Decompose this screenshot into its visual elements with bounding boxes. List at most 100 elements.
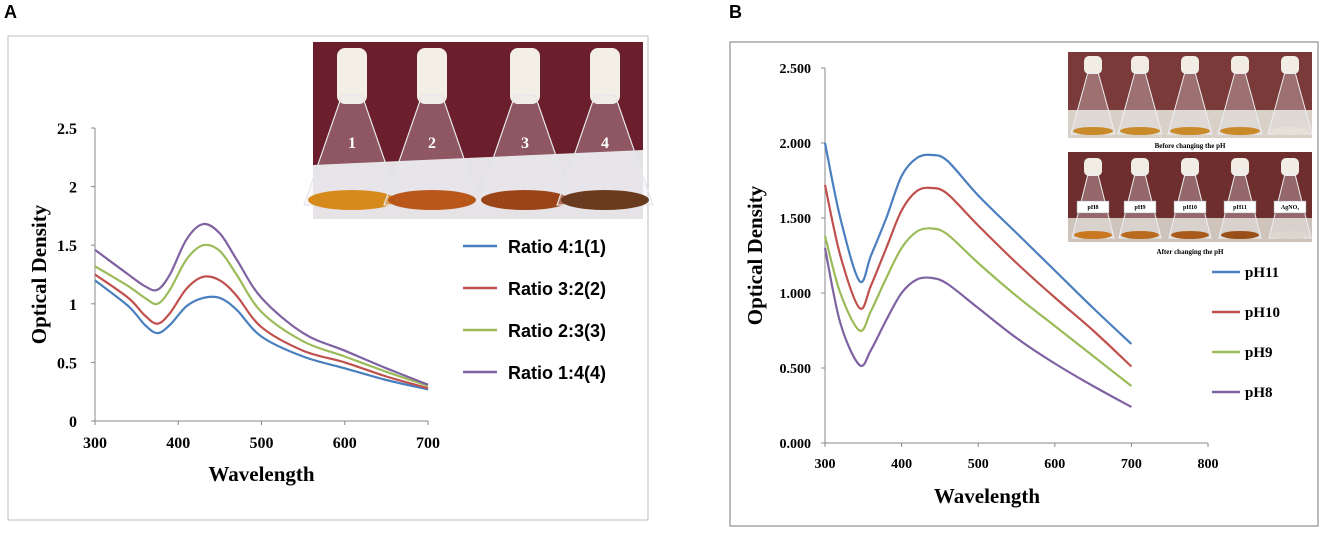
flask-number: 2 bbox=[428, 135, 436, 152]
flask-liquid bbox=[1220, 127, 1260, 135]
legend-label: Ratio 1:4(4) bbox=[508, 363, 606, 383]
cotton-plug bbox=[1131, 158, 1149, 176]
cotton-plug bbox=[1084, 56, 1102, 74]
flask-liquid bbox=[1121, 231, 1159, 239]
flask-liquid bbox=[1171, 231, 1209, 239]
flask bbox=[1117, 71, 1163, 135]
chart-b: 0.000 0.500 1.000 1.500 2.000 2.500 300 400 500 6… bbox=[743, 62, 1280, 508]
y-tick-label: 1.000 bbox=[780, 287, 812, 302]
flask-liquid bbox=[1073, 127, 1113, 135]
y-tick-label: 2.500 bbox=[780, 62, 812, 77]
y-axis-title: Optical Density bbox=[743, 185, 767, 325]
legend-label: pH11 bbox=[1245, 265, 1279, 281]
y-tick-label: 2.5 bbox=[57, 121, 77, 138]
inset-b-bottom-caption: After changing the pH bbox=[1157, 248, 1225, 256]
flask-liquid bbox=[388, 190, 476, 210]
flask bbox=[1217, 71, 1263, 135]
flask-liquid bbox=[308, 190, 396, 210]
cotton-plug bbox=[590, 48, 620, 104]
flask-number: 3 bbox=[521, 135, 529, 152]
legend-label: pH8 bbox=[1245, 385, 1273, 401]
series-line-3 bbox=[94, 243, 429, 387]
flask-liquid bbox=[1271, 231, 1309, 239]
legend-label: pH9 bbox=[1245, 345, 1273, 361]
flask-liquid bbox=[481, 190, 569, 210]
flask-label: pH9 bbox=[1134, 205, 1145, 211]
legend-label: pH10 bbox=[1245, 305, 1280, 321]
y-tick-label: 0.000 bbox=[780, 437, 812, 452]
x-tick-label: 300 bbox=[83, 435, 107, 452]
cotton-plug bbox=[417, 48, 447, 104]
cotton-plug bbox=[1181, 158, 1199, 176]
cotton-plug bbox=[1084, 158, 1102, 176]
flask-label-tag bbox=[1173, 200, 1207, 214]
series-line-ph11 bbox=[823, 142, 1133, 345]
inset-photo-a: 1 2 3 4 bbox=[303, 42, 654, 219]
series-line-1 bbox=[94, 279, 429, 391]
flask-label-tag bbox=[1273, 200, 1307, 214]
y-tick-label: 0.500 bbox=[780, 362, 812, 377]
cotton-plug bbox=[1181, 56, 1199, 74]
x-tick-label: 800 bbox=[1198, 457, 1219, 472]
panel-letter-b: B bbox=[729, 2, 742, 22]
x-tick-label: 700 bbox=[416, 435, 440, 452]
y-axis-title: Optical Density bbox=[27, 204, 51, 344]
flask-liquid bbox=[1270, 127, 1310, 135]
y-tick-label: 0 bbox=[69, 414, 77, 431]
x-tick-label: 400 bbox=[891, 457, 912, 472]
x-tick-label: 700 bbox=[1121, 457, 1142, 472]
flask-label-tag bbox=[1076, 200, 1110, 214]
series-line-ph8 bbox=[823, 247, 1132, 408]
legend-label: Ratio 2:3(3) bbox=[508, 321, 606, 341]
legend-label: Ratio 3:2(2) bbox=[508, 279, 606, 299]
flask bbox=[556, 94, 654, 206]
inset-photo-b: Before changing the pH pH8 pH9 pH10 pH11 AgN… bbox=[1068, 52, 1313, 256]
series-line-ph9 bbox=[823, 227, 1133, 387]
flask-liquid bbox=[1074, 231, 1112, 239]
flask-number: 4 bbox=[601, 135, 609, 152]
x-tick-label: 600 bbox=[1044, 457, 1065, 472]
flask bbox=[1167, 71, 1213, 135]
x-tick-label: 600 bbox=[333, 435, 357, 452]
series-line-4 bbox=[94, 222, 429, 386]
x-axis-title: Wavelength bbox=[934, 484, 1040, 508]
cotton-plug bbox=[1131, 56, 1149, 74]
cotton-plug bbox=[1281, 56, 1299, 74]
cotton-plug bbox=[1231, 158, 1249, 176]
x-tick-label: 300 bbox=[815, 457, 836, 472]
cotton-plug bbox=[337, 48, 367, 104]
flask-liquid bbox=[1120, 127, 1160, 135]
y-tick-label: 1.5 bbox=[57, 238, 77, 255]
flask bbox=[1070, 71, 1116, 135]
y-tick-label: 1.500 bbox=[780, 212, 812, 227]
flask-liquid bbox=[1221, 231, 1259, 239]
flask-label-tag bbox=[1123, 200, 1157, 214]
series-line-2 bbox=[94, 273, 429, 390]
flask-label: pH10 bbox=[1183, 205, 1197, 211]
series-line-ph10 bbox=[823, 184, 1133, 368]
inset-b-top-caption: Before changing the pH bbox=[1155, 142, 1226, 150]
y-tick-label: 1 bbox=[69, 297, 77, 314]
x-tick-label: 400 bbox=[166, 435, 190, 452]
flask-number: 1 bbox=[348, 135, 356, 152]
x-tick-label: 500 bbox=[250, 435, 274, 452]
x-tick-label: 500 bbox=[968, 457, 989, 472]
flask-label-tag bbox=[1223, 200, 1257, 214]
flask bbox=[1267, 71, 1313, 135]
flask-liquid bbox=[1170, 127, 1210, 135]
legend-label: Ratio 4:1(1) bbox=[508, 237, 606, 257]
flask-label: pH11 bbox=[1233, 205, 1247, 211]
chart-a: 0 0.5 1 1.5 2 2.5 300 400 500 600 700 Wavelength Opt… bbox=[27, 121, 606, 486]
cotton-plug bbox=[1231, 56, 1249, 74]
flask-liquid bbox=[561, 190, 649, 210]
y-tick-label: 2.000 bbox=[780, 137, 812, 152]
y-tick-label: 2 bbox=[69, 180, 77, 197]
x-axis-title: Wavelength bbox=[208, 462, 314, 486]
cotton-plug bbox=[510, 48, 540, 104]
flask-label: AgNO₃ bbox=[1281, 205, 1299, 211]
y-tick-label: 0.5 bbox=[57, 355, 77, 372]
cotton-plug bbox=[1281, 158, 1299, 176]
panel-letter-a: A bbox=[4, 2, 17, 22]
flask-label: pH8 bbox=[1087, 205, 1098, 211]
